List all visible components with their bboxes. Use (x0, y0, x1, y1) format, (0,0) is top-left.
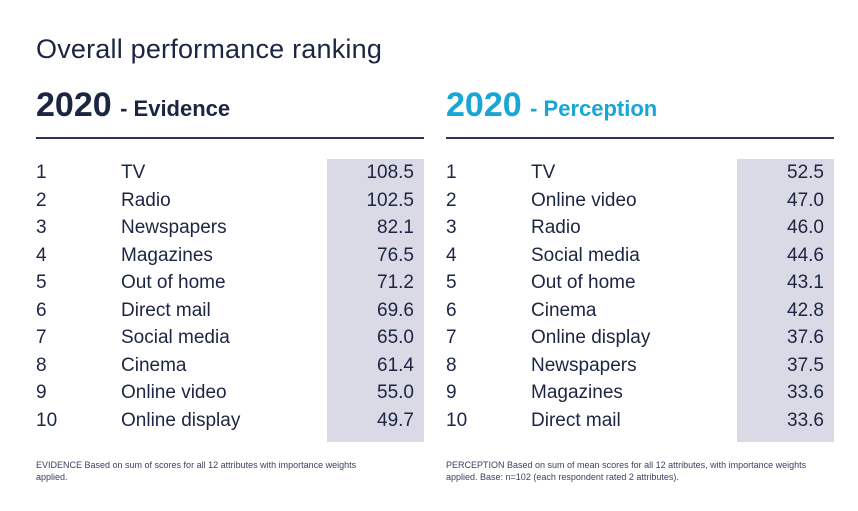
perception-panel: 2020 - Perception 1 TV 52.5 2 Online video 47… (446, 86, 836, 442)
perception-medium-label: Radio (531, 217, 581, 238)
perception-score-value: 33.6 (787, 409, 824, 431)
evidence-rank: 9 (36, 382, 47, 403)
perception-table-row: 3 Radio 46.0 (446, 214, 836, 242)
perception-score-value: 44.6 (787, 244, 824, 266)
evidence-score-value: 71.2 (377, 272, 414, 293)
perception-medium-label: TV (531, 162, 556, 183)
evidence-table-row: 10 Online display 49.7 (36, 407, 426, 435)
perception-rank: 1 (446, 162, 457, 183)
perception-medium-label: Cinema (531, 299, 597, 321)
evidence-score-value: 61.4 (377, 354, 414, 376)
perception-table-row: 6 Cinema 42.8 (446, 297, 836, 325)
evidence-table-row: 2 Radio 102.5 (36, 187, 426, 215)
evidence-score-value: 82.1 (377, 217, 414, 238)
evidence-table-row: 6 Direct mail 69.6 (36, 297, 426, 325)
perception-table-row: 9 Magazines 33.6 (446, 379, 836, 407)
evidence-rank: 5 (36, 272, 47, 293)
evidence-score-value: 102.5 (366, 189, 414, 211)
evidence-table-row: 1 TV 108.5 (36, 159, 426, 187)
evidence-medium-label: Social media (121, 327, 230, 348)
perception-medium-label: Online display (531, 327, 651, 348)
perception-score-value: 47.0 (787, 189, 824, 211)
perception-score-value: 52.5 (787, 162, 824, 183)
perception-score-value: 43.1 (787, 272, 824, 293)
evidence-medium-label: Magazines (121, 244, 213, 266)
perception-rank: 8 (446, 354, 457, 376)
perception-medium-label: Magazines (531, 382, 623, 403)
perception-medium-label: Online video (531, 189, 637, 211)
evidence-subtitle: - Evidence (120, 96, 231, 121)
evidence-score-value: 108.5 (366, 162, 414, 183)
evidence-table-row: 4 Magazines 76.5 (36, 242, 426, 270)
evidence-divider (36, 137, 424, 139)
perception-subtitle: - Perception (530, 96, 658, 121)
evidence-score-value: 49.7 (377, 409, 414, 431)
perception-table-row: 7 Online display 37.6 (446, 324, 836, 352)
perception-table-row: 2 Online video 47.0 (446, 187, 836, 215)
evidence-panel: 2020 - Evidence 1 TV 108.5 2 Radio 102.5 3 News… (36, 86, 426, 442)
evidence-score-value: 76.5 (377, 244, 414, 266)
evidence-medium-label: Online video (121, 382, 227, 403)
perception-medium-label: Newspapers (531, 354, 637, 376)
perception-score-value: 42.8 (787, 299, 824, 321)
perception-score-value: 37.5 (787, 354, 824, 376)
evidence-score-column-shade (327, 159, 424, 442)
evidence-table-row: 8 Cinema 61.4 (36, 352, 426, 380)
evidence-medium-label: Direct mail (121, 299, 211, 321)
evidence-score-value: 69.6 (377, 299, 414, 321)
evidence-medium-label: TV (121, 162, 146, 183)
perception-table: 1 TV 52.5 2 Online video 47.0 3 Radio 46.0 4 Socia… (446, 159, 836, 442)
evidence-table-row: 3 Newspapers 82.1 (36, 214, 426, 242)
page-title: Overall performance ranking (36, 34, 383, 64)
evidence-score-value: 55.0 (377, 382, 414, 403)
perception-rank: 9 (446, 382, 457, 403)
perception-score-value: 37.6 (787, 327, 824, 348)
perception-score-value: 33.6 (787, 382, 824, 403)
evidence-medium-label: Out of home (121, 272, 226, 293)
perception-medium-label: Out of home (531, 272, 636, 293)
perception-table-row: 10 Direct mail 33.6 (446, 407, 836, 435)
perception-rank: 10 (446, 409, 468, 431)
perception-score-column-shade (737, 159, 834, 442)
perception-table-row: 4 Social media 44.6 (446, 242, 836, 270)
perception-year: 2020 (446, 86, 522, 124)
perception-footnote: PERCEPTION Based on sum of mean scores f… (446, 460, 807, 482)
evidence-rank: 6 (36, 299, 47, 321)
evidence-rank: 7 (36, 327, 47, 348)
evidence-rank: 8 (36, 354, 47, 376)
perception-rank: 3 (446, 217, 457, 238)
perception-score-value: 46.0 (787, 217, 824, 238)
evidence-table: 1 TV 108.5 2 Radio 102.5 3 Newspapers 82.1 4 Magaz… (36, 159, 426, 442)
evidence-score-value: 65.0 (377, 327, 414, 348)
evidence-medium-label: Online display (121, 409, 241, 431)
evidence-rank: 4 (36, 244, 47, 266)
perception-divider (446, 137, 834, 139)
evidence-medium-label: Cinema (121, 354, 187, 376)
evidence-year: 2020 (36, 86, 112, 124)
perception-rank: 6 (446, 299, 457, 321)
evidence-rank: 1 (36, 162, 47, 183)
evidence-rank: 2 (36, 189, 47, 211)
evidence-heading: 2020 - Evidence (36, 86, 426, 126)
perception-rank: 7 (446, 327, 457, 348)
perception-table-row: 1 TV 52.5 (446, 159, 836, 187)
perception-medium-label: Direct mail (531, 409, 621, 431)
perception-rank: 4 (446, 244, 457, 266)
perception-rank: 2 (446, 189, 457, 211)
evidence-rank: 3 (36, 217, 47, 238)
evidence-table-row: 9 Online video 55.0 (36, 379, 426, 407)
evidence-footnote: EVIDENCE Based on sum of scores for all … (36, 460, 357, 482)
evidence-medium-label: Newspapers (121, 217, 227, 238)
perception-heading: 2020 - Perception (446, 86, 836, 126)
evidence-table-row: 5 Out of home 71.2 (36, 269, 426, 297)
evidence-medium-label: Radio (121, 189, 171, 211)
perception-medium-label: Social media (531, 244, 640, 266)
evidence-rank: 10 (36, 409, 58, 431)
perception-rank: 5 (446, 272, 457, 293)
perception-table-row: 8 Newspapers 37.5 (446, 352, 836, 380)
evidence-table-row: 7 Social media 65.0 (36, 324, 426, 352)
perception-table-row: 5 Out of home 43.1 (446, 269, 836, 297)
